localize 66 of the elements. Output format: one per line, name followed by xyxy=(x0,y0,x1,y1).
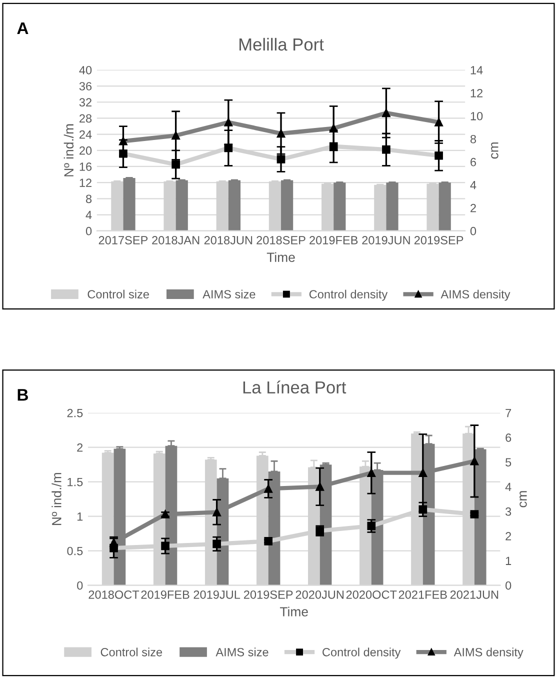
y-tick-label: 32 xyxy=(79,98,92,107)
y-tick-label: 28 xyxy=(80,114,92,123)
y2-tick-label: 12 xyxy=(470,88,482,98)
legend-label: Control density xyxy=(322,648,401,659)
y-tick-label: 16 xyxy=(80,162,92,171)
legend-label: AIMS size xyxy=(202,290,256,298)
y-tick-label: 2.5 xyxy=(67,408,83,418)
y-tick-label: 24 xyxy=(80,130,92,139)
y2-tick-label: 6 xyxy=(506,434,512,442)
y2-tick-label: 6 xyxy=(470,158,476,166)
y2-axis-title: cm xyxy=(520,491,527,508)
y2-tick-label: 0 xyxy=(506,581,512,590)
y-tick-label: 1 xyxy=(77,512,83,521)
legend-label: Control density xyxy=(309,290,388,301)
y-tick-label: 1.5 xyxy=(68,478,83,486)
x-tick-label: 2020JUN xyxy=(296,590,344,599)
y-tick-label: 0 xyxy=(77,581,83,590)
x-axis-title: Time xyxy=(280,606,308,616)
y-axis-title: Nº ind./m xyxy=(52,472,62,525)
y2-tick-label: 7 xyxy=(506,408,512,418)
x-tick-label: 2019SEP xyxy=(414,236,464,244)
y-tick-label: 8 xyxy=(86,194,92,204)
y-tick-label: 20 xyxy=(80,146,92,155)
y-tick-label: 0 xyxy=(86,226,92,236)
text: A xyxy=(17,22,28,34)
x-tick-label: 2018JAN xyxy=(152,236,200,244)
y2-tick-label: 2 xyxy=(470,204,476,212)
x-tick-label: 2018OCT xyxy=(88,590,140,599)
y2-tick-label: 3 xyxy=(505,507,512,516)
x-tick-label: 2019FEB xyxy=(141,590,190,599)
x-tick-label: 2021FEB xyxy=(398,590,447,599)
legend-label: Control size xyxy=(88,290,149,298)
text: B xyxy=(18,389,28,401)
y2-tick-label: 8 xyxy=(470,134,476,144)
x-tick-label: 2019SEP xyxy=(244,590,293,599)
x-tick-label: 2020OCT xyxy=(346,590,397,599)
y2-tick-label: 4 xyxy=(470,181,476,190)
legend-label: AIMS density xyxy=(440,290,510,301)
y-tick-label: 2 xyxy=(77,443,83,452)
legend-label: AIMS size xyxy=(216,648,268,656)
y2-tick-label: 1 xyxy=(506,556,512,565)
legend-label: Control size xyxy=(100,648,162,656)
x-tick-label: 2021JUN xyxy=(450,590,498,599)
x-tick-label: 2018JUN xyxy=(204,236,252,244)
y2-tick-label: 0 xyxy=(470,226,476,236)
y-tick-label: 4 xyxy=(86,210,92,220)
y2-tick-label: 5 xyxy=(506,458,512,466)
legend-label: AIMS density xyxy=(454,648,524,659)
y-tick-label: 0.5 xyxy=(67,546,83,556)
y-tick-label: 12 xyxy=(80,178,92,187)
x-tick-label: 2019FEB xyxy=(310,236,358,244)
y2-tick-label: 10 xyxy=(470,112,483,120)
x-tick-label: 2018SEP xyxy=(256,236,306,244)
y2-axis-title: cm xyxy=(491,142,498,159)
x-tick-label: 2017SEP xyxy=(98,236,148,244)
x-tick-label: 2019JUN xyxy=(362,236,410,244)
chart-title: Melilla Port xyxy=(240,38,324,51)
y2-tick-label: 4 xyxy=(505,482,512,492)
y-tick-label: 40 xyxy=(79,66,92,74)
y2-tick-label: 2 xyxy=(506,532,512,540)
x-tick-label: 2019JUL xyxy=(194,590,240,599)
y2-tick-label: 14 xyxy=(470,66,483,74)
x-axis-title: Time xyxy=(266,252,295,262)
chart-title: La Línea Port xyxy=(243,380,346,394)
y-axis-title: Nº ind./m xyxy=(64,124,74,176)
y-tick-label: 36 xyxy=(79,82,92,90)
